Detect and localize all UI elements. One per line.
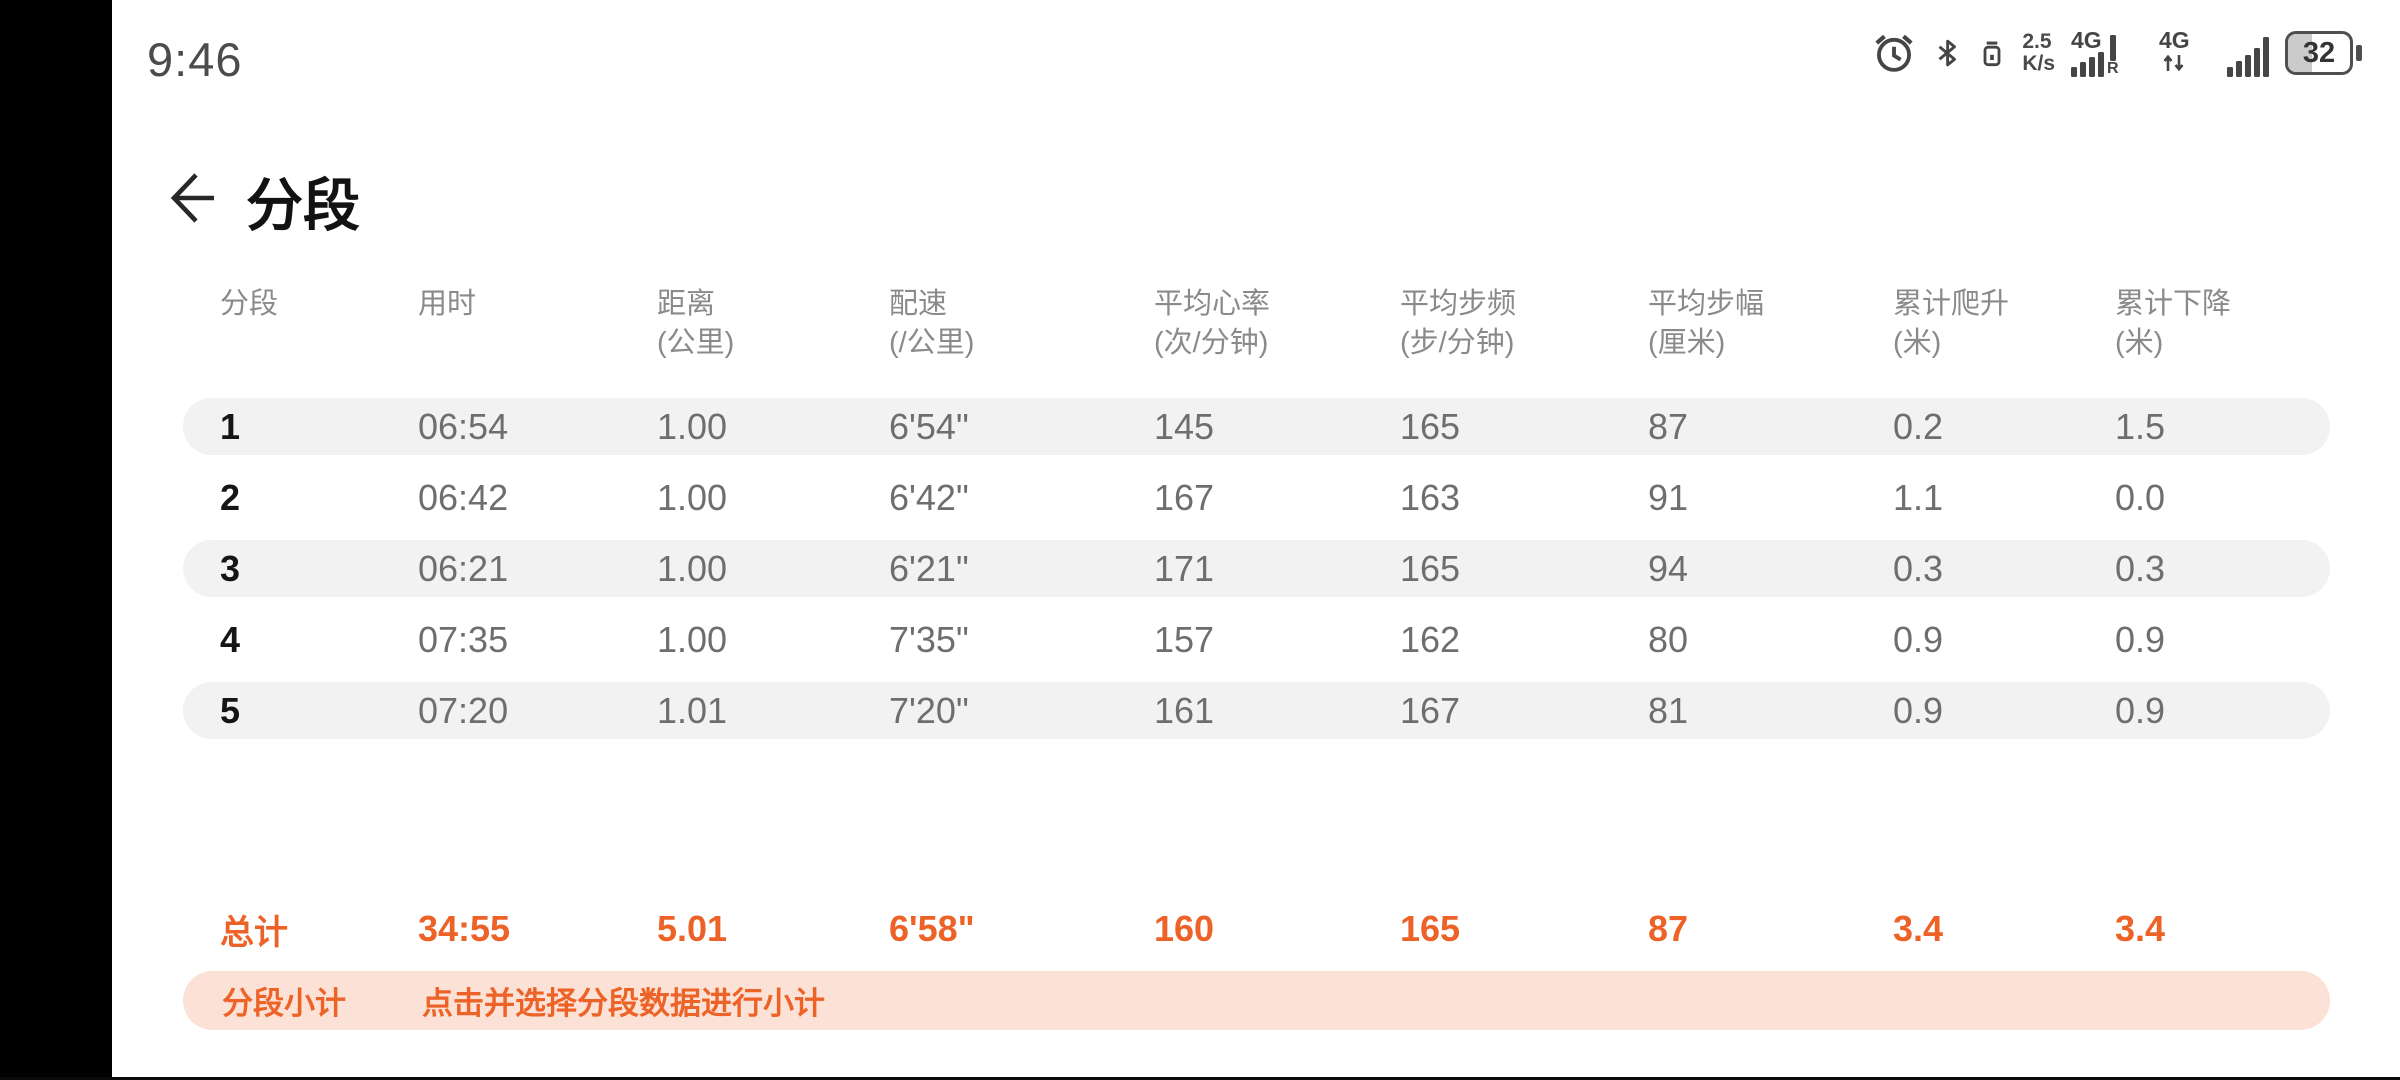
table-row[interactable]: 1 06:54 1.00 6'54" 145 165 87 0.2 1.5 — [183, 398, 2330, 455]
screen-bottom-edge — [0, 1077, 2400, 1080]
table-header-row: 分段 用时 距离 (公里) 配速 (/公里) 平均心率 (次/分钟) 平均步频 (步/分… — [183, 285, 2330, 363]
subtotal-label: 分段小计 — [222, 986, 346, 1021]
column-header: 平均步幅 (厘米) — [1648, 288, 1765, 359]
sim2-4g-label: 4G — [2159, 27, 2190, 53]
sim1-signal-bars: R — [2071, 35, 2119, 77]
battery-body: 32 — [2285, 31, 2353, 75]
column-header: 分段 — [220, 288, 279, 320]
segment-subtotal-button[interactable]: 分段小计 点击并选择分段数据进行小计 — [183, 971, 2330, 1030]
device-icon — [1983, 41, 2001, 67]
back-button[interactable] — [166, 168, 220, 228]
network-speed: 2.5 K/s — [2022, 31, 2055, 75]
network-speed-unit: K/s — [2022, 52, 2055, 75]
status-time: 9:46 — [147, 33, 243, 86]
bluetooth-icon — [1938, 39, 1957, 67]
subtotal-hint: 点击并选择分段数据进行小计 — [422, 986, 825, 1021]
table-body: 1 06:54 1.00 6'54" 145 165 87 0.2 1.5 2 … — [183, 398, 2330, 753]
table-row[interactable]: 3 06:21 1.00 6'21" 171 165 94 0.3 0.3 — [183, 540, 2330, 597]
sim1-4g-label: 4G — [2071, 27, 2102, 53]
table-row[interactable]: 4 07:35 1.00 7'35" 157 162 80 0.9 0.9 — [220, 618, 2166, 660]
alarm-icon — [1875, 34, 1913, 72]
total-label: 总计 — [220, 913, 288, 952]
page-title: 分段 — [246, 174, 360, 238]
status-icons: 2.5 K/s 4G R 4G — [1872, 27, 2362, 78]
column-header: 累计下降 (米) — [2115, 288, 2232, 359]
total-row: 总计 34:55 5.01 6'58" 160 165 87 3.4 3.4 — [183, 903, 2330, 955]
column-header: 配速 (/公里) — [889, 288, 975, 359]
column-header: 累计爬升 (米) — [1893, 288, 2010, 359]
network-speed-value: 2.5 — [2022, 30, 2052, 53]
data-updown-arrows-icon — [2163, 54, 2184, 72]
roaming-indicator: R — [2107, 60, 2119, 77]
battery-indicator: 32 — [2285, 31, 2362, 75]
battery-percent: 32 — [2302, 36, 2336, 69]
column-header: 平均心率 (次/分钟) — [1154, 288, 1271, 359]
camera-cutout-bar — [0, 0, 112, 1080]
sim2-signal: 4G — [2159, 27, 2269, 77]
sim1-signal: 4G R — [2071, 27, 2143, 77]
column-header: 平均步频 (步/分钟) — [1400, 288, 1517, 359]
column-header: 距离 (公里) — [657, 288, 735, 359]
battery-nub — [2356, 45, 2362, 61]
table-row[interactable]: 2 06:42 1.00 6'42" 167 163 91 1.1 0.0 — [220, 476, 2166, 518]
column-header: 用时 — [418, 288, 477, 320]
table-row[interactable]: 5 07:20 1.01 7'20" 161 167 81 0.9 0.9 — [183, 682, 2330, 739]
battery-fill-level — [2288, 34, 2312, 72]
sim2-signal-bars — [2227, 37, 2269, 77]
